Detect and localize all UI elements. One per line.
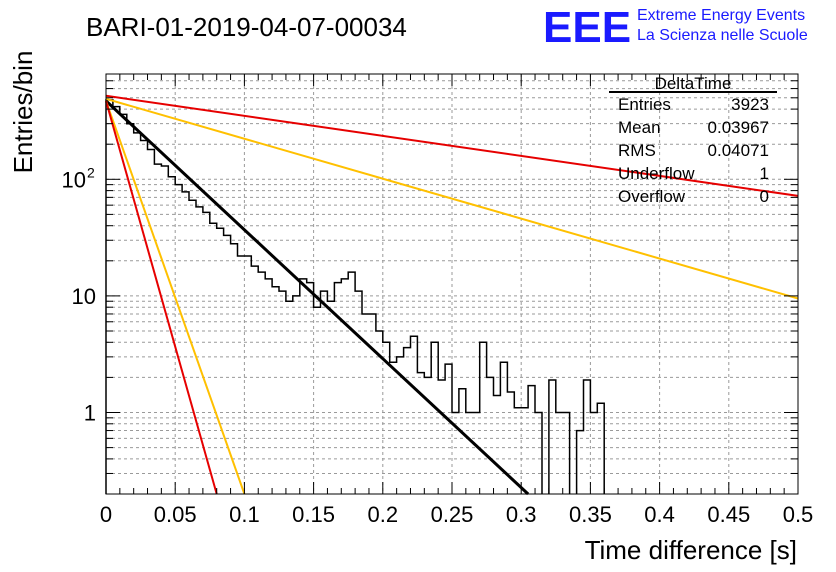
- eee-logo: EEE: [543, 3, 631, 52]
- x-tick-label: 0: [100, 502, 112, 527]
- stats-title: DeltaTime: [655, 74, 732, 93]
- band-line-4: [105, 100, 218, 495]
- stats-row-value: 3923: [731, 95, 769, 114]
- run-title: BARI-01-2019-04-07-00034: [86, 12, 407, 42]
- x-tick-label: 0.35: [569, 502, 612, 527]
- axis-ticks: 0 0.05 0.1 0.15 0.2 0.25 0.3 0.35 0.4 0.45 0.51101…: [62, 74, 814, 527]
- stats-row-value: 0.04071: [708, 141, 769, 160]
- x-tick-label: 0.45: [707, 502, 750, 527]
- y-tick-label: 10: [62, 167, 86, 192]
- stats-row-value: 0: [760, 187, 769, 206]
- band-line-2: [105, 97, 799, 300]
- grid-lines: [106, 74, 798, 494]
- band-line-3: [105, 100, 246, 495]
- y-tick-label-exponent: 2: [87, 164, 95, 180]
- x-tick-label: 0.15: [292, 502, 335, 527]
- band-line-1: [105, 94, 799, 197]
- stats-row-label: RMS: [618, 141, 656, 160]
- x-axis-label: Time difference [s]: [585, 535, 797, 565]
- x-tick-label: 0.2: [368, 502, 399, 527]
- fit-lines-layer: [104, 94, 799, 496]
- x-tick-label: 0.3: [506, 502, 537, 527]
- stats-box: DeltaTime Entries 3923 Mean 0.03967 RMS 0.040…: [609, 74, 777, 206]
- eee-logo-line2: La Scienza nelle Scuole: [637, 27, 808, 44]
- stats-row-label: Entries: [618, 95, 671, 114]
- y-tick-label: 10: [72, 284, 96, 309]
- x-tick-label: 0.4: [644, 502, 675, 527]
- eee-logo-line1: Extreme Energy Events: [637, 7, 805, 24]
- x-tick-label: 0.25: [431, 502, 474, 527]
- stats-row-label: Underflow: [618, 164, 695, 183]
- x-tick-label: 0.5: [783, 502, 814, 527]
- stats-row-value: 0.03967: [708, 118, 769, 137]
- x-tick-label: 0.1: [229, 502, 260, 527]
- exponential-fit-line: [104, 99, 530, 496]
- y-tick-label: 1: [84, 401, 96, 426]
- stats-row-label: Mean: [618, 118, 661, 137]
- stats-row-label: Overflow: [618, 187, 686, 206]
- stats-row-value: 1: [760, 164, 769, 183]
- x-tick-label: 0.05: [154, 502, 197, 527]
- y-axis-label: Entries/bin: [8, 51, 38, 174]
